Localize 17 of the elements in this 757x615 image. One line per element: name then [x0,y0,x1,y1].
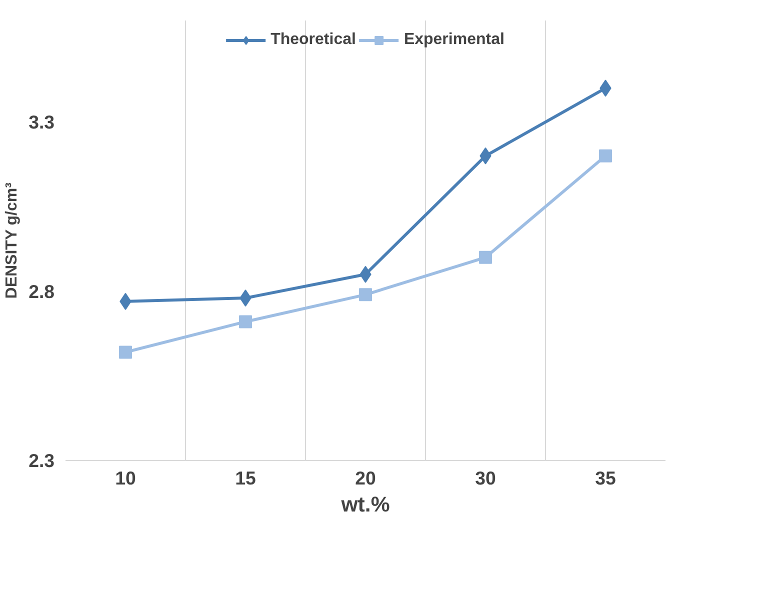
x-tick-label: 15 [235,468,256,488]
y-tick-label: 3.3 [28,112,55,133]
legend-label: Theoretical [270,31,356,49]
legend-label: Experimental [404,31,504,49]
point [599,149,612,162]
point [239,315,252,328]
point [359,288,372,302]
x-tick-label: 30 [475,468,496,488]
y-tick-label: 2.3 [28,450,55,471]
point [119,346,132,359]
point [479,250,492,264]
x-tick-label: 20 [355,468,376,488]
x-tick-label: 35 [595,468,616,488]
y-tick-label: 2.8 [28,280,55,302]
y-axis-title: DENSITY g/cm³ [4,182,21,299]
x-tick-label: 10 [115,468,136,488]
x-axis-title: wt.% [340,492,390,516]
